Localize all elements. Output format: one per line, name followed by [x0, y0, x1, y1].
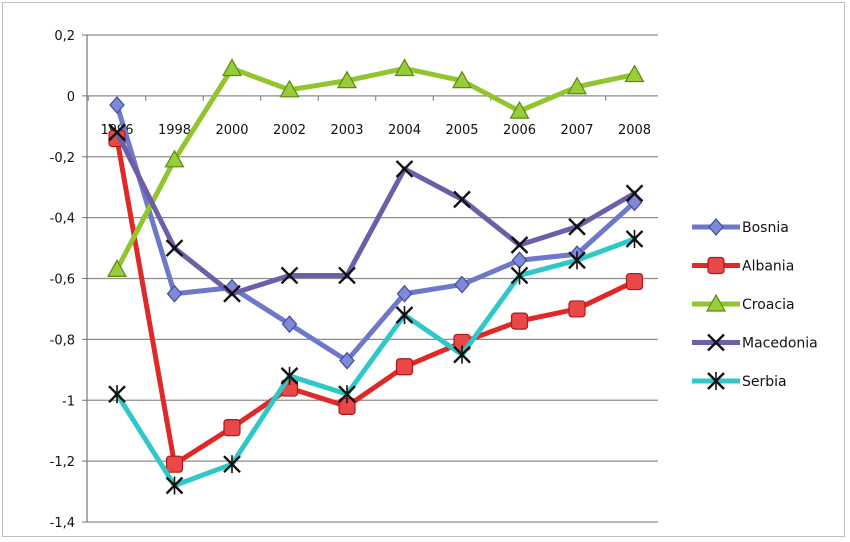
data-point	[108, 385, 126, 404]
data-point	[221, 58, 243, 77]
data-point	[568, 217, 586, 236]
legend-item: Serbia	[692, 372, 787, 390]
series-line	[114, 135, 637, 467]
series-line	[114, 65, 637, 272]
x-tick-label: 2006	[503, 123, 536, 138]
legend: Bosnia Albania Croacia Macedonia Serbia	[692, 218, 818, 390]
data-point	[566, 76, 588, 95]
x-tick-label: 1998	[158, 123, 191, 138]
x-tick-label: 2003	[330, 123, 363, 138]
data-point	[707, 372, 725, 390]
data-point	[395, 306, 414, 325]
y-tick-label: -0,6	[50, 273, 75, 288]
data-point	[395, 358, 414, 376]
data-point	[223, 455, 241, 474]
x-tick-label: 2000	[215, 123, 248, 138]
y-tick-label: -1,2	[50, 455, 75, 470]
series-serbia	[108, 229, 644, 495]
y-tick-label: -1	[62, 394, 75, 409]
data-point	[338, 266, 356, 285]
data-point	[453, 190, 471, 209]
data-point	[109, 96, 125, 114]
data-point	[165, 455, 184, 473]
x-tick-label: 2004	[388, 123, 421, 138]
y-tick-label: -0,4	[50, 212, 75, 227]
y-tick-label: -0,2	[50, 151, 75, 166]
data-point	[510, 266, 529, 285]
data-point	[223, 284, 241, 303]
data-point	[395, 160, 414, 178]
legend-label: Bosnia	[742, 220, 789, 236]
gridlines	[87, 34, 658, 523]
data-point	[165, 239, 184, 257]
data-point	[106, 259, 128, 277]
series-croacia	[106, 58, 645, 277]
data-point	[280, 266, 299, 285]
y-tick-label: -0,8	[50, 333, 75, 348]
data-point	[568, 300, 586, 318]
data-point	[707, 333, 725, 352]
data-point	[164, 149, 185, 168]
legend-item: Albania	[692, 256, 794, 275]
y-tick-label: 0,2	[54, 29, 75, 44]
legend-label: Croacia	[742, 297, 795, 313]
data-point	[625, 272, 644, 291]
data-point	[108, 123, 126, 142]
series-line	[114, 102, 637, 364]
series-line	[114, 236, 637, 488]
data-point	[338, 385, 356, 404]
data-point	[166, 284, 183, 303]
series	[106, 58, 645, 495]
legend-item: Macedonia	[692, 333, 818, 352]
data-point	[281, 315, 298, 334]
data-point	[509, 100, 530, 119]
x-tick-label: 2005	[445, 123, 478, 138]
legend-label: Macedonia	[742, 336, 818, 352]
legend-item: Bosnia	[692, 218, 789, 236]
data-point	[223, 419, 241, 437]
data-point	[625, 184, 644, 203]
data-point	[708, 218, 724, 236]
data-point	[705, 293, 727, 312]
data-point	[279, 79, 300, 98]
legend-item: Croacia	[692, 293, 795, 313]
data-point	[510, 236, 529, 254]
legend-label: Serbia	[742, 374, 787, 390]
series-line	[114, 129, 637, 297]
x-tick-label: 2008	[618, 123, 651, 138]
data-point	[280, 366, 299, 385]
data-point	[396, 284, 413, 303]
y-tick-label: 0	[67, 90, 75, 105]
data-point	[568, 251, 586, 270]
data-point	[510, 312, 529, 330]
data-point	[451, 70, 473, 89]
series-bosnia	[109, 96, 643, 370]
data-point	[336, 70, 358, 89]
legend-label: Albania	[742, 259, 794, 275]
data-point	[454, 275, 470, 294]
y-tick-label: -1,4	[50, 516, 75, 531]
data-point	[394, 58, 415, 77]
data-point	[165, 476, 184, 495]
data-point	[511, 251, 528, 270]
data-point	[453, 345, 471, 364]
data-point	[625, 229, 644, 248]
series-macedonia	[108, 123, 644, 303]
data-point	[624, 64, 645, 83]
series-albania	[108, 129, 644, 473]
data-point	[707, 256, 725, 275]
x-tick-label: 2002	[273, 123, 306, 138]
x-tick-label: 2007	[560, 123, 593, 138]
data-point	[339, 351, 355, 370]
